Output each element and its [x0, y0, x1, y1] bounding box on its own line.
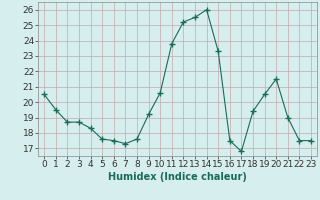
X-axis label: Humidex (Indice chaleur): Humidex (Indice chaleur): [108, 172, 247, 182]
